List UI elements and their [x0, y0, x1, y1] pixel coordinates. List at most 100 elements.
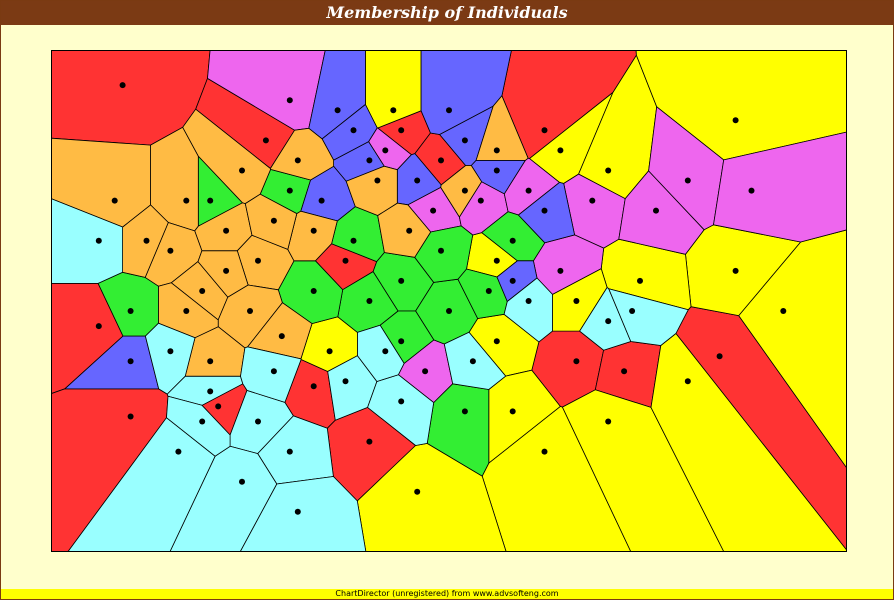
individual-point [684, 378, 691, 385]
individual-point [430, 207, 437, 214]
voronoi-cell [51, 198, 123, 284]
individual-point [127, 413, 134, 420]
individual-point [239, 478, 245, 485]
individual-point [270, 368, 277, 375]
individual-point [398, 338, 405, 345]
individual-point [310, 383, 317, 390]
individual-point [326, 348, 333, 355]
individual-point [461, 187, 468, 194]
voronoi-cell [440, 165, 483, 218]
individual-point [294, 157, 301, 164]
individual-point [318, 197, 325, 204]
individual-point [716, 353, 723, 360]
individual-point [398, 127, 405, 134]
individual-point [461, 408, 468, 415]
individual-point [382, 147, 389, 154]
individual-point [310, 227, 317, 234]
individual-point [398, 398, 405, 405]
individual-point [342, 257, 349, 264]
individual-point [605, 418, 612, 425]
individual-point [342, 378, 349, 385]
individual-point [573, 358, 580, 365]
individual-point [557, 267, 564, 274]
individual-point [541, 207, 548, 214]
individual-point [350, 237, 357, 244]
individual-point [167, 247, 174, 254]
individual-point [255, 257, 261, 264]
individual-point [589, 197, 596, 204]
individual-point [95, 237, 102, 244]
individual-point [557, 147, 564, 154]
individual-point [207, 388, 214, 395]
individual-point [286, 448, 293, 455]
footer-credit: ChartDirector (unregistered) from www.ad… [1, 589, 893, 599]
individual-point [732, 267, 739, 274]
plot-border [51, 50, 847, 552]
individual-point [493, 147, 500, 154]
voronoi-cell [321, 103, 378, 161]
voronoi-cell [244, 193, 298, 250]
voronoi-cell [239, 476, 367, 552]
individual-point [414, 488, 421, 495]
individual-point [310, 288, 317, 294]
voronoi-cell [503, 277, 553, 343]
voronoi-cell [414, 225, 474, 283]
individual-point [525, 187, 532, 194]
voronoi-cell [166, 395, 231, 457]
chart-title: Membership of Individuals [1, 1, 893, 25]
individual-point [438, 157, 444, 164]
individual-point [398, 277, 405, 284]
individual-point [485, 288, 492, 294]
individual-point [183, 197, 190, 204]
individual-point [525, 298, 532, 304]
individual-point [422, 368, 429, 375]
individual-point [262, 137, 269, 144]
individual-point [748, 187, 755, 194]
individual-point [414, 177, 421, 184]
individual-point [406, 227, 413, 234]
voronoi-cell [357, 324, 405, 382]
individual-point [95, 323, 102, 330]
individual-point [541, 127, 548, 134]
individual-point [382, 348, 389, 355]
individual-point [366, 438, 373, 445]
individual-point [780, 308, 787, 314]
individual-point [143, 237, 150, 244]
voronoi-cell [420, 50, 512, 135]
individual-point [493, 257, 500, 264]
voronoi-cell [345, 165, 398, 216]
individual-point [270, 217, 277, 224]
individual-point [637, 277, 643, 284]
individual-point [119, 82, 126, 89]
individual-point [509, 408, 516, 415]
individual-point [541, 448, 548, 455]
individual-point [461, 137, 468, 144]
voronoi-cell [269, 127, 335, 181]
individual-point [469, 358, 476, 365]
individual-point [684, 177, 691, 184]
individual-point [493, 338, 500, 345]
individual-point [334, 107, 341, 114]
individual-point [732, 117, 739, 124]
individual-point [207, 358, 214, 365]
individual-point [605, 318, 612, 325]
individual-point [111, 197, 118, 204]
individual-point [493, 167, 500, 174]
individual-point [350, 127, 357, 134]
individual-point [127, 308, 134, 314]
individual-point [366, 298, 373, 304]
individual-point [621, 368, 628, 375]
individual-point [286, 187, 293, 194]
individual-point [127, 358, 134, 365]
voronoi-plot [51, 50, 847, 552]
voronoi-cell [240, 346, 302, 403]
voronoi-cell [713, 131, 847, 243]
voronoi-cell [608, 288, 689, 346]
individual-point [605, 167, 612, 174]
individual-point [207, 197, 214, 204]
individual-point [199, 418, 206, 425]
individual-point [374, 177, 381, 184]
individual-points [95, 82, 787, 515]
individual-point [653, 207, 659, 214]
